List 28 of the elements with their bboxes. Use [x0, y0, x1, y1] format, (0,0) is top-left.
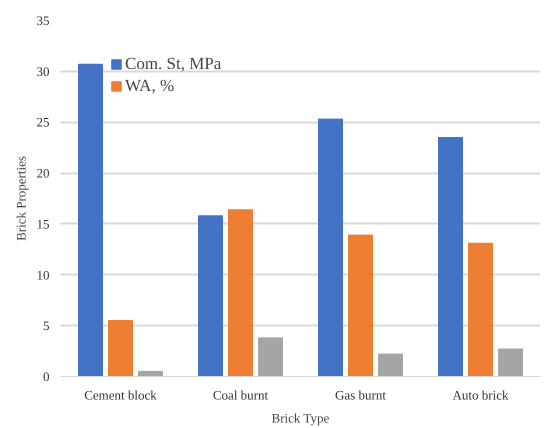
bar: [498, 348, 523, 376]
x-tick-label: Cement block: [84, 388, 158, 402]
y-tick-label: 20: [36, 166, 50, 181]
bar: [438, 136, 463, 376]
y-tick-label: 5: [43, 318, 50, 334]
bar: [258, 337, 283, 376]
y-tick-label: 35: [36, 13, 50, 28]
y-tick-label: 15: [36, 216, 50, 232]
y-tick-label: 0: [43, 369, 50, 384]
x-tick-label: Auto brick: [452, 388, 509, 402]
bar: [318, 118, 343, 376]
y-tick-label: 30: [36, 64, 50, 79]
bar: [78, 64, 103, 376]
x-tick-label: Coal burnt: [212, 388, 269, 402]
bar: [108, 320, 133, 376]
y-tick-label: 10: [36, 267, 50, 282]
y-tick-label: 25: [36, 114, 50, 130]
legend-label: WA, %: [125, 76, 174, 96]
bar: [138, 370, 163, 376]
bar: [198, 215, 223, 376]
legend-label: Com. St, MPa: [125, 54, 222, 74]
bar: [348, 234, 373, 376]
x-axis-title: Brick Type: [272, 410, 330, 426]
bar: [468, 242, 493, 376]
x-tick-label: Gas burnt: [335, 388, 386, 402]
bar: [228, 209, 253, 376]
y-axis-title: Brick Properties: [14, 156, 28, 241]
bar: [378, 354, 403, 376]
